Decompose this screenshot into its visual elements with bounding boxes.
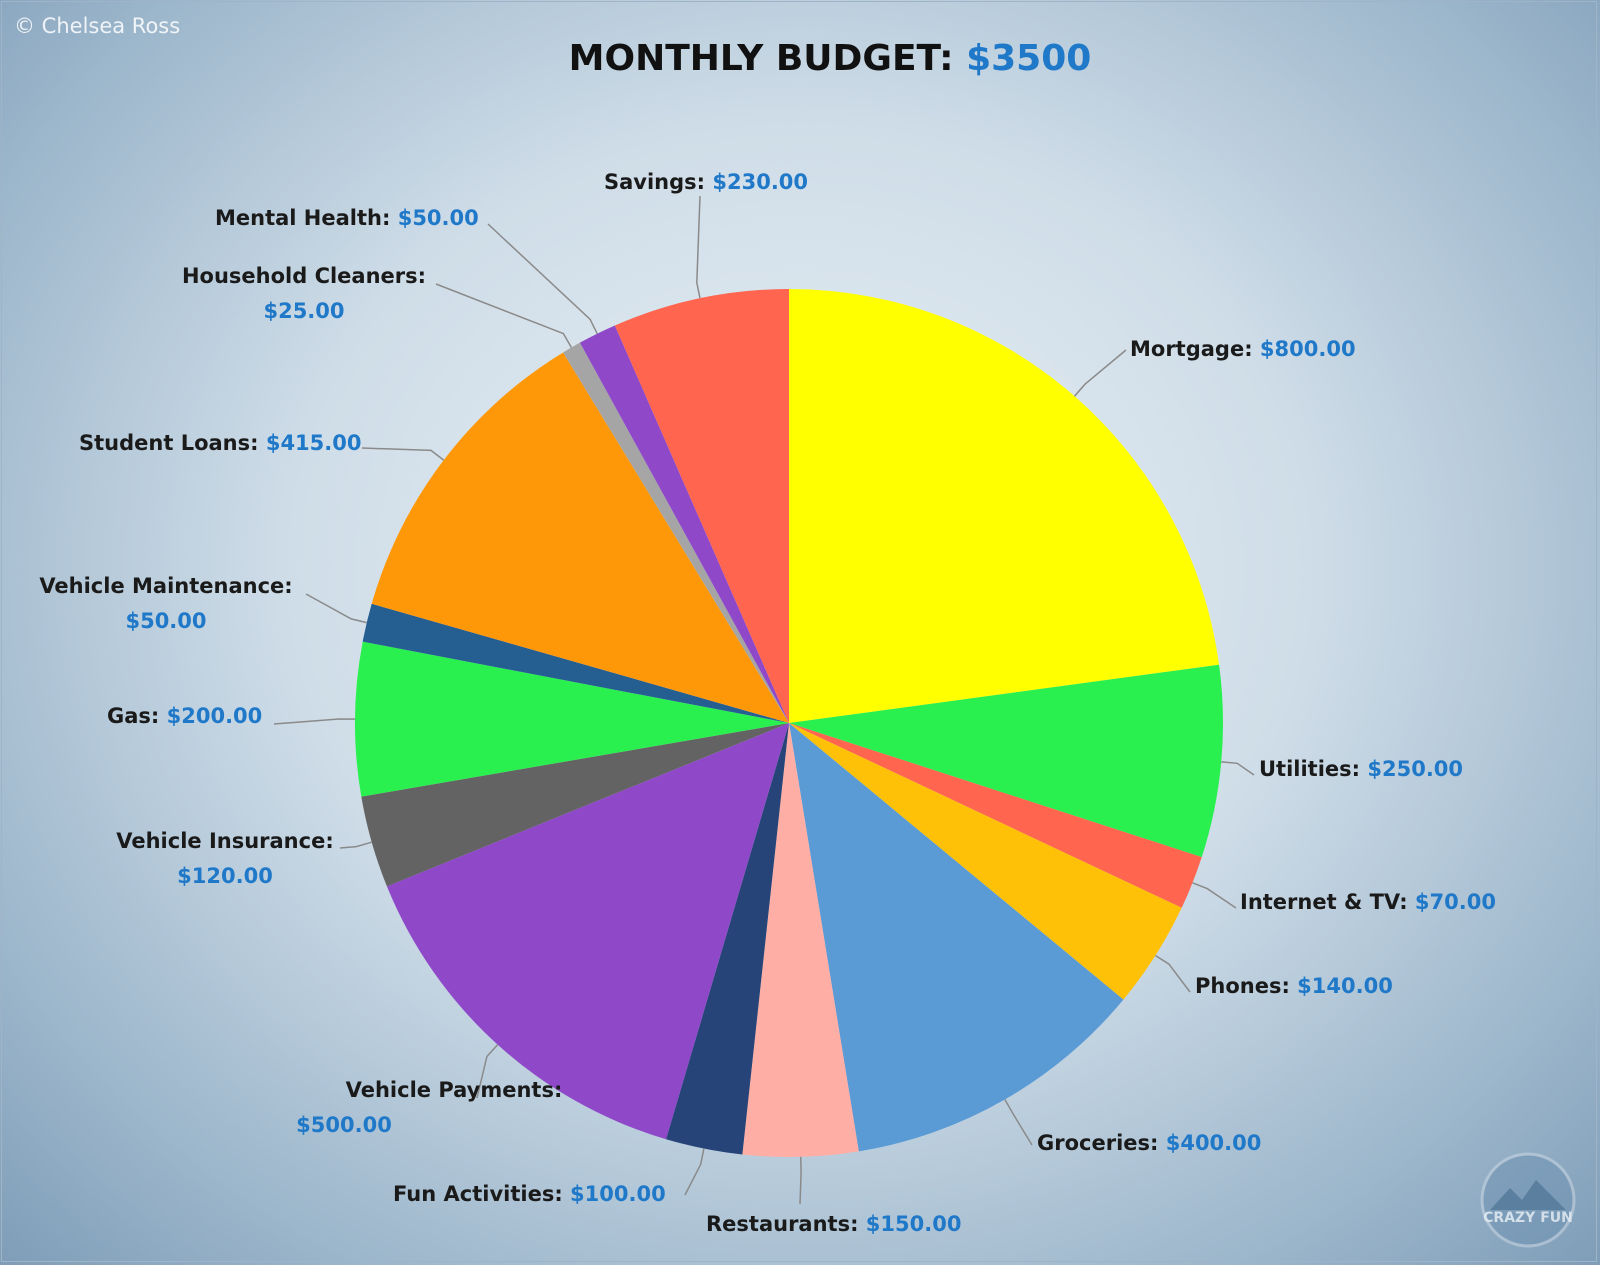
value-groceries: $400.00 xyxy=(1166,1131,1262,1155)
leader-line-mental-health xyxy=(487,223,598,335)
leader-line-utilities xyxy=(1221,761,1255,776)
value-internet-and-tv: $70.00 xyxy=(1415,890,1496,914)
leader-line-student-loans xyxy=(361,447,445,461)
value-vehicle-insurance: $120.00 xyxy=(177,864,273,888)
label-vehicle-maintenance: Vehicle Maintenance: xyxy=(39,574,292,598)
label-fun-activities: Fun Activities: $100.00 xyxy=(393,1182,666,1206)
crazy-fun-logo: CRAZY FUN xyxy=(1480,1152,1576,1248)
slice-restaurants xyxy=(742,723,859,1157)
leader-line-mortgage xyxy=(1073,349,1127,397)
value-savings: $230.00 xyxy=(712,170,808,194)
slice-labels: Mortgage: $800.00 Utilities: $250.00 Inter… xyxy=(39,170,1496,1236)
label-internet-and-tv: Internet & TV: $70.00 xyxy=(1240,890,1496,914)
label-household-cleaners: Household Cleaners: xyxy=(182,264,426,288)
slice-groceries xyxy=(789,723,1124,1152)
pie-slices xyxy=(355,289,1223,1157)
label-groceries: Groceries: $400.00 xyxy=(1037,1131,1261,1155)
slice-vehicle-maintenance xyxy=(362,603,789,723)
value-restaurants: $150.00 xyxy=(866,1212,962,1236)
leader-line-gas xyxy=(273,718,356,725)
leader-lines xyxy=(273,195,1255,1205)
label-mental-health: Mental Health: $50.00 xyxy=(215,206,479,230)
label-mortgage: Mortgage: $800.00 xyxy=(1130,337,1356,361)
label-student-loans: Student Loans: $415.00 xyxy=(79,431,361,455)
value-fun-activities: $100.00 xyxy=(570,1182,666,1206)
slice-internet-and-tv xyxy=(789,723,1202,908)
copyright-watermark: © Chelsea Ross xyxy=(14,14,181,38)
value-household-cleaners: $25.00 xyxy=(263,299,344,323)
leader-line-household-cleaners xyxy=(435,283,573,348)
leader-line-fun-activities xyxy=(684,1148,705,1196)
leader-line-vehicle-insurance xyxy=(339,841,372,849)
label-phones: Phones: $140.00 xyxy=(1195,974,1393,998)
label-utilities: Utilities: $250.00 xyxy=(1259,757,1463,781)
value-student-loans: $415.00 xyxy=(266,431,362,455)
leader-line-vehicle-payments xyxy=(476,1044,499,1099)
chart-title: MONTHLY BUDGET: $3500 xyxy=(0,38,1600,79)
value-vehicle-payments: $500.00 xyxy=(296,1113,392,1137)
leader-line-internet-and-tv xyxy=(1192,882,1237,909)
leader-line-groceries xyxy=(1004,1099,1033,1146)
label-gas: Gas: $200.00 xyxy=(107,704,262,728)
label-vehicle-insurance: Vehicle Insurance: xyxy=(116,829,333,853)
label-savings: Savings: $230.00 xyxy=(604,170,808,194)
value-gas: $200.00 xyxy=(167,704,263,728)
chart-title-text: MONTHLY BUDGET: xyxy=(568,38,954,79)
label-vehicle-payments: Vehicle Payments: xyxy=(346,1078,563,1102)
slice-utilities xyxy=(789,664,1223,858)
leader-line-restaurants xyxy=(799,1156,802,1205)
slice-savings xyxy=(614,289,789,723)
value-phones: $140.00 xyxy=(1297,974,1393,998)
slice-mental-health xyxy=(579,325,789,723)
slice-vehicle-insurance xyxy=(361,723,789,887)
leader-line-phones xyxy=(1154,954,1191,993)
label-restaurants: Restaurants: $150.00 xyxy=(706,1212,961,1236)
slice-household-cleaners xyxy=(563,342,789,723)
slice-student-loans xyxy=(371,352,789,723)
leader-line-savings xyxy=(696,195,701,299)
slice-vehicle-payments xyxy=(386,723,789,1140)
value-vehicle-maintenance: $50.00 xyxy=(125,609,206,633)
slice-phones xyxy=(789,723,1182,1000)
slice-mortgage xyxy=(789,289,1220,723)
logo-text: CRAZY FUN xyxy=(1483,1210,1573,1226)
chart-title-amount: $3500 xyxy=(966,38,1092,79)
slice-gas xyxy=(355,641,789,797)
value-mortgage: $800.00 xyxy=(1260,337,1356,361)
value-utilities: $250.00 xyxy=(1367,757,1463,781)
value-mental-health: $50.00 xyxy=(398,206,479,230)
leader-line-vehicle-maintenance xyxy=(305,593,367,624)
slice-fun-activities xyxy=(666,723,789,1155)
